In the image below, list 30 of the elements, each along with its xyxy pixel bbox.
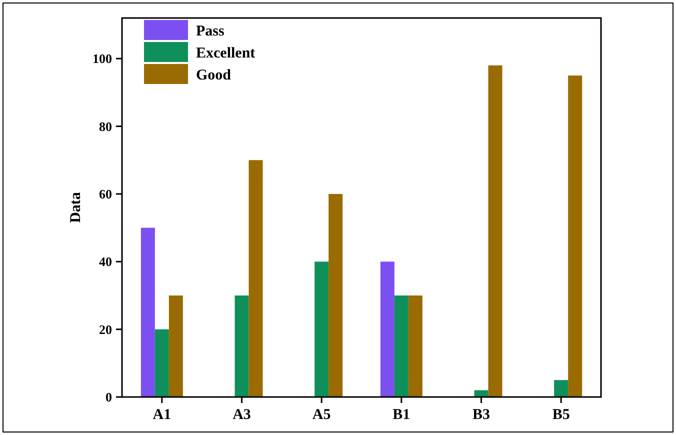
legend-label: Excellent [196, 45, 256, 62]
y-tick-label: 60 [99, 186, 112, 202]
x-tick-label: B5 [552, 407, 570, 423]
x-tick-label: A5 [312, 407, 331, 423]
bar [314, 262, 329, 397]
bar [554, 380, 568, 397]
x-tick-label: A3 [232, 407, 251, 423]
x-tick-label: B1 [392, 407, 410, 423]
bar [474, 390, 488, 397]
legend-label: Pass [196, 23, 224, 40]
y-axis-title: Data [68, 192, 84, 223]
bar [408, 295, 422, 397]
bar [328, 194, 343, 397]
x-tick-label: B3 [472, 407, 490, 423]
bar [234, 295, 249, 397]
bar [248, 160, 263, 397]
bar [488, 65, 502, 397]
y-tick-label: 0 [106, 390, 112, 405]
y-tick-label: 100 [92, 51, 112, 66]
bar [154, 329, 169, 397]
legend-label: Good [196, 67, 232, 84]
bar [140, 228, 155, 397]
bar [394, 295, 408, 397]
bar [380, 262, 394, 397]
y-tick-label: 40 [99, 254, 112, 270]
y-tick-label: 80 [99, 118, 112, 134]
y-tick-label: 20 [99, 322, 112, 337]
bar [568, 76, 582, 397]
bar [168, 295, 183, 397]
x-tick-label: A1 [152, 407, 172, 423]
